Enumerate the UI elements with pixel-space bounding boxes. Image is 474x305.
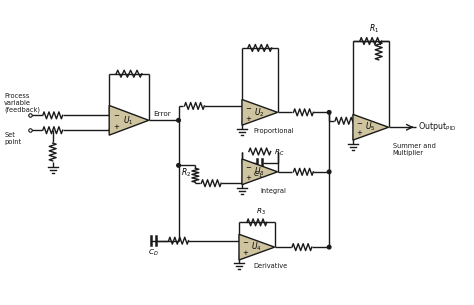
Text: $R_2$: $R_2$ xyxy=(181,166,191,179)
Text: $C_1$: $C_1$ xyxy=(253,169,263,180)
Text: Output$_{\mathrm{PID}}$: Output$_{\mathrm{PID}}$ xyxy=(419,120,457,133)
Circle shape xyxy=(177,119,180,122)
Text: $+$: $+$ xyxy=(356,128,363,137)
Text: $R_C$: $R_C$ xyxy=(273,147,284,158)
Text: $-$: $-$ xyxy=(245,163,252,169)
Text: $+$: $+$ xyxy=(245,173,252,182)
Text: $U_1$: $U_1$ xyxy=(123,114,133,127)
Text: Set
point: Set point xyxy=(4,132,21,145)
Polygon shape xyxy=(353,114,389,140)
Text: $-$: $-$ xyxy=(245,104,252,110)
Text: $+$: $+$ xyxy=(242,248,249,257)
Text: Derivative: Derivative xyxy=(254,263,288,269)
Text: $U_4$: $U_4$ xyxy=(251,241,262,253)
Circle shape xyxy=(177,163,180,167)
Text: $-$: $-$ xyxy=(242,239,249,245)
Polygon shape xyxy=(239,234,274,260)
Text: Error: Error xyxy=(153,111,171,117)
Text: Process
variable
(feedback): Process variable (feedback) xyxy=(4,93,40,113)
Circle shape xyxy=(328,170,331,174)
Text: $C_D$: $C_D$ xyxy=(148,248,159,258)
Text: $-$: $-$ xyxy=(113,111,120,117)
Circle shape xyxy=(328,245,331,249)
Polygon shape xyxy=(109,106,149,135)
Text: $+$: $+$ xyxy=(113,122,120,131)
Polygon shape xyxy=(242,159,278,185)
Text: $U_3$: $U_3$ xyxy=(254,166,264,178)
Text: $R_1$: $R_1$ xyxy=(369,23,379,35)
Text: $+$: $+$ xyxy=(245,113,252,123)
Text: $U_2$: $U_2$ xyxy=(254,106,264,119)
Text: Summer and
Multiplier: Summer and Multiplier xyxy=(392,143,436,156)
Text: $U_5$: $U_5$ xyxy=(365,121,375,134)
Text: $R_3$: $R_3$ xyxy=(256,207,265,217)
Text: Integral: Integral xyxy=(261,188,287,194)
Text: Proportional: Proportional xyxy=(253,128,294,134)
Circle shape xyxy=(328,111,331,114)
Polygon shape xyxy=(242,99,278,125)
Text: $-$: $-$ xyxy=(356,119,363,124)
